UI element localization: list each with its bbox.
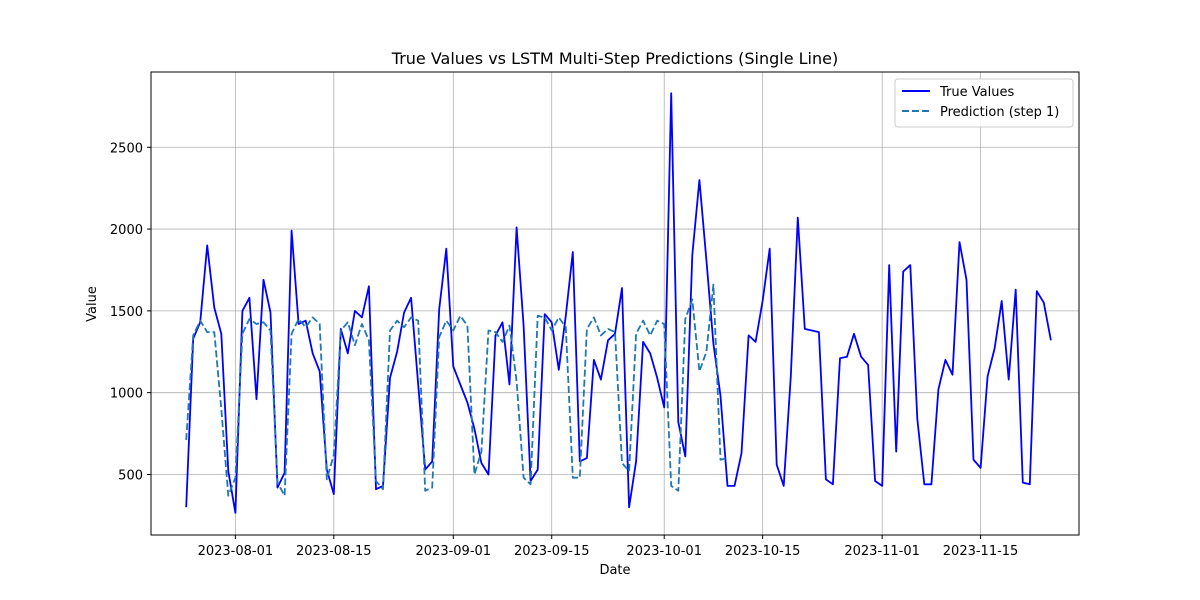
x-tick-label: 2023-08-15 [296, 544, 372, 559]
legend-box [894, 78, 1074, 128]
x-tick-label: 2023-10-15 [725, 544, 801, 559]
x-tick-label: 2023-11-15 [943, 544, 1019, 559]
series-layer [185, 92, 1052, 514]
legend-label-true-values: True Values [939, 85, 1014, 100]
x-tick-label: 2023-09-15 [514, 544, 590, 559]
x-axis-label: Date [599, 563, 630, 578]
chart-title: True Values vs LSTM Multi-Step Predictio… [391, 49, 838, 68]
x-tick-label: 2023-11-01 [844, 544, 920, 559]
y-tick-label: 1000 [110, 387, 143, 402]
x-tick-label: 2023-09-01 [416, 544, 492, 559]
y-tick-label: 500 [118, 468, 143, 483]
legend: True Values Prediction (step 1) [894, 78, 1074, 128]
series-line-prediction [185, 283, 728, 497]
x-tick-label: 2023-08-01 [198, 544, 274, 559]
y-tick-label: 2500 [110, 141, 143, 156]
axis-ticks: 2023-08-01 2023-08-15 2023-09-01 2023-09-15… [110, 141, 1018, 559]
y-tick-label: 2000 [110, 223, 143, 238]
legend-label-prediction: Prediction (step 1) [940, 105, 1059, 120]
y-axis-label: Value [85, 286, 100, 322]
x-tick-label: 2023-10-01 [626, 544, 702, 559]
plot-frame [150, 71, 1080, 536]
series-line-true-values [185, 92, 1052, 514]
y-tick-label: 1500 [110, 305, 143, 320]
